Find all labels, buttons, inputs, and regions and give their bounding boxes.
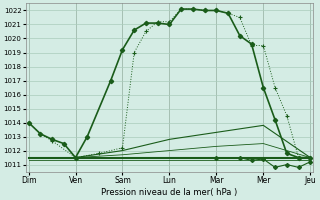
X-axis label: Pression niveau de la mer( hPa ): Pression niveau de la mer( hPa ): [101, 188, 237, 197]
